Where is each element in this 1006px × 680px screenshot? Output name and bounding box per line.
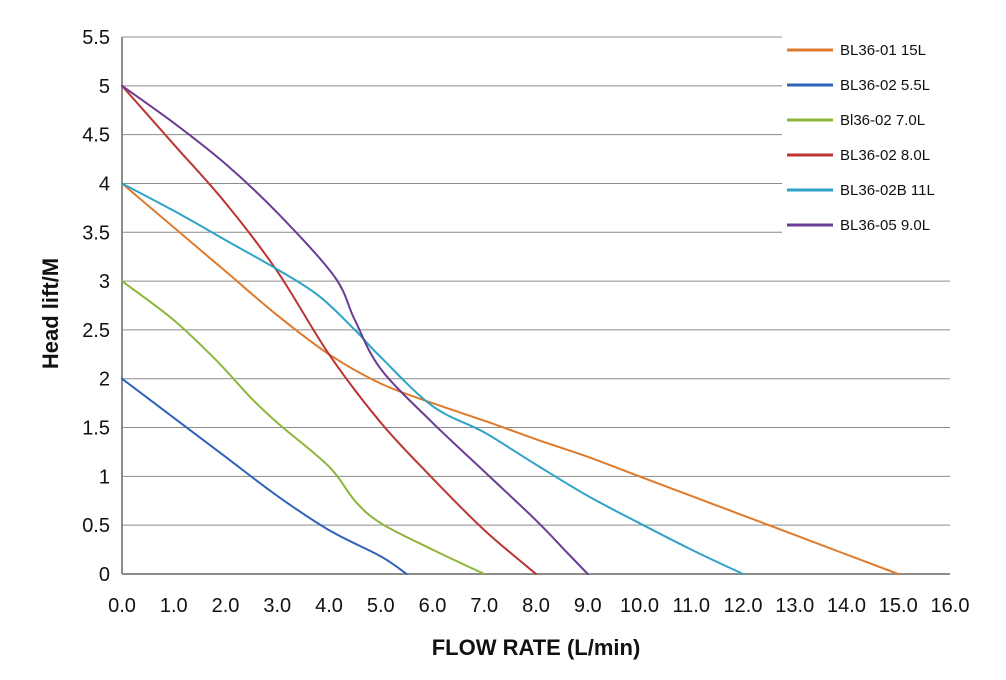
y-tick-label: 5.5 bbox=[82, 27, 110, 49]
series-line-6 bbox=[121, 84, 589, 575]
series-line-3 bbox=[121, 280, 486, 575]
y-tick-label: 2.5 bbox=[82, 320, 110, 342]
legend-label: BL36-02 8.0L bbox=[840, 147, 930, 164]
series-lines bbox=[121, 84, 900, 575]
x-tick-label: 16.0 bbox=[931, 595, 970, 617]
x-tick-label: 14.0 bbox=[827, 595, 866, 617]
series-line-2 bbox=[121, 377, 408, 575]
y-tick-label: 1 bbox=[99, 466, 110, 488]
y-tick-label: 4 bbox=[99, 173, 110, 195]
x-tick-label: 2.0 bbox=[212, 595, 240, 617]
y-tick-label: 0.5 bbox=[82, 515, 110, 537]
series-line-4 bbox=[121, 84, 537, 575]
x-tick-label: 5.0 bbox=[367, 595, 395, 617]
x-tick-label: 6.0 bbox=[419, 595, 447, 617]
y-tick-label: 2 bbox=[99, 369, 110, 391]
x-tick-label: 1.0 bbox=[160, 595, 188, 617]
series-line-5 bbox=[121, 182, 744, 575]
x-tick-label: 4.0 bbox=[315, 595, 343, 617]
x-tick-label: 8.0 bbox=[522, 595, 550, 617]
y-tick-labels: 0 0.5 1 1.5 2 2.5 3 3.5 4 4.5 5 5.5 bbox=[82, 27, 110, 586]
legend: BL36-01 15L BL36-02 5.5L Bl36-02 7.0L BL36-… bbox=[782, 30, 992, 250]
y-tick-label: 3 bbox=[99, 271, 110, 293]
x-tick-label: 10.0 bbox=[620, 595, 659, 617]
y-tick-label: 3.5 bbox=[82, 222, 110, 244]
y-axis-title: Head lift/M bbox=[38, 258, 63, 369]
y-tick-label: 5 bbox=[99, 76, 110, 98]
legend-label: BL36-01 15L bbox=[840, 42, 926, 59]
x-tick-label: 11.0 bbox=[673, 595, 710, 617]
legend-label: Bl36-02 7.0L bbox=[840, 112, 925, 129]
x-tick-label: 15.0 bbox=[879, 595, 918, 617]
x-tick-label: 3.0 bbox=[263, 595, 291, 617]
x-tick-labels: 0.0 1.0 2.0 3.0 4.0 5.0 6.0 7.0 8.0 9.0 10.0 11.0 12… bbox=[108, 595, 969, 617]
x-axis-title: FLOW RATE (L/min) bbox=[432, 635, 641, 660]
x-tick-label: 7.0 bbox=[470, 595, 498, 617]
legend-label: BL36-02 5.5L bbox=[840, 77, 930, 94]
x-tick-label: 12.0 bbox=[724, 595, 763, 617]
x-tick-label: 9.0 bbox=[574, 595, 602, 617]
y-tick-label: 0 bbox=[99, 564, 110, 586]
y-tick-label: 1.5 bbox=[82, 418, 110, 440]
x-tick-label: 0.0 bbox=[108, 595, 136, 617]
x-tick-label: 13.0 bbox=[775, 595, 814, 617]
legend-label: BL36-02B 11L bbox=[840, 182, 935, 199]
legend-label: BL36-05 9.0L bbox=[840, 217, 930, 234]
series-line-1 bbox=[121, 182, 900, 575]
y-tick-label: 4.5 bbox=[82, 125, 110, 147]
